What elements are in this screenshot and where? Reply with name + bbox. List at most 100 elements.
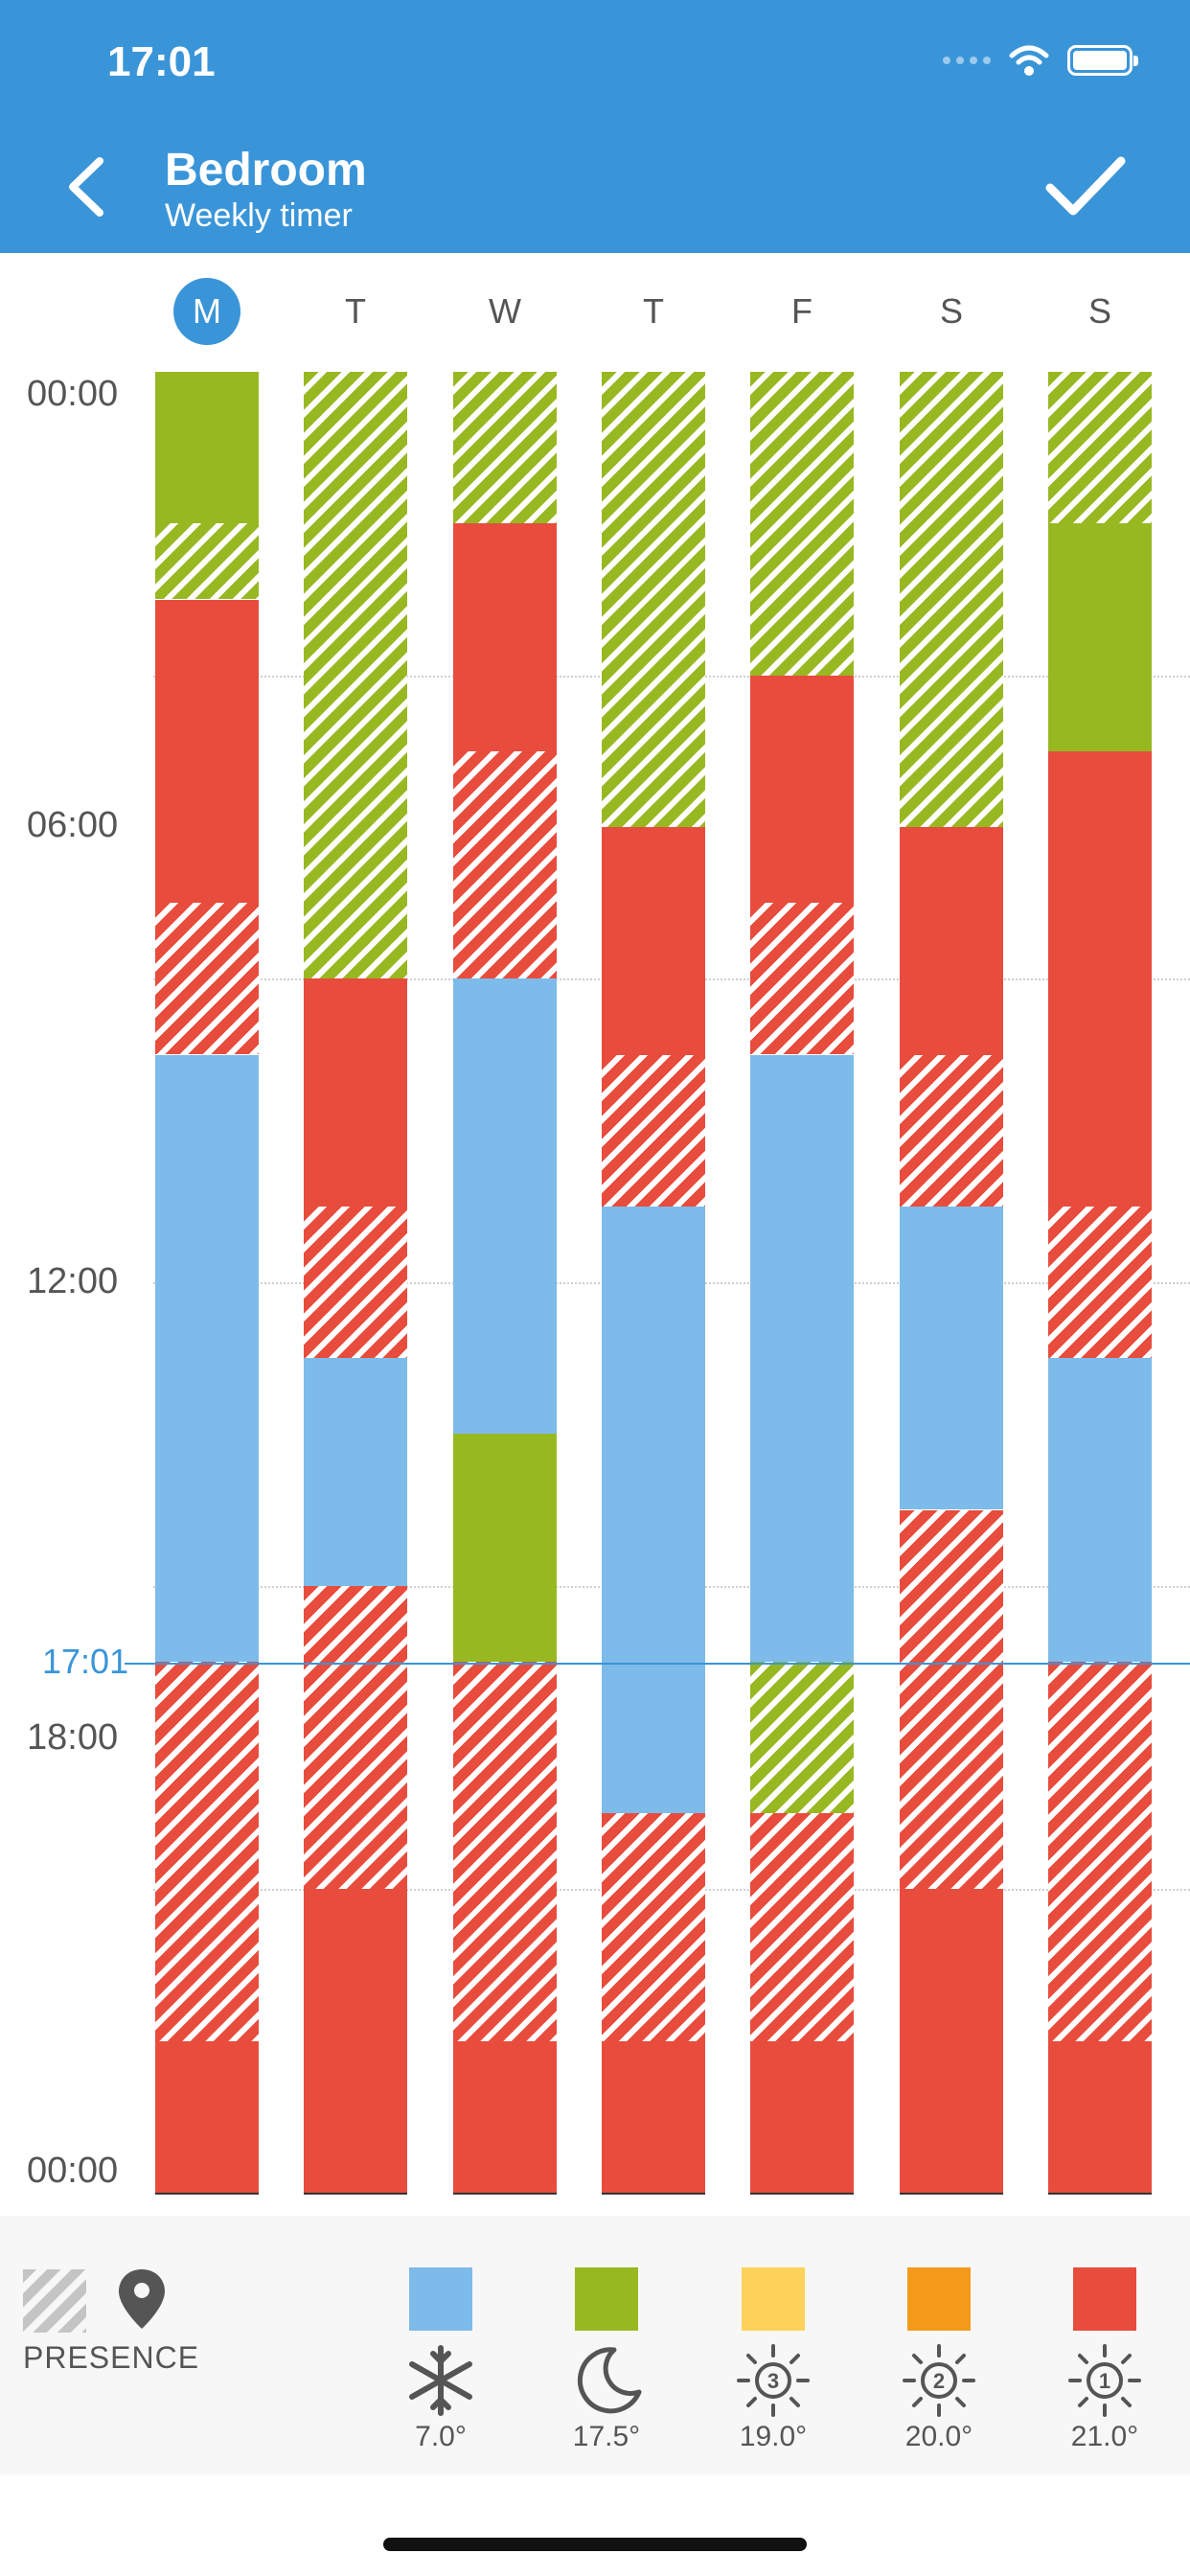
legend-night-temp: 17.5° [572,2421,641,2452]
schedule-segment-cold[interactable] [304,1358,407,1586]
signal-icon [943,57,991,64]
legend-comfort2-temp: 20.0° [904,2421,973,2452]
schedule-segment-comfort1-presence[interactable] [602,1054,705,1207]
time-label-0600: 06:00 [27,805,119,845]
legend-cold-swatch [409,2267,472,2331]
svg-text:1: 1 [1099,2369,1110,2393]
schedule-segment-comfort1-presence[interactable] [602,1813,705,2041]
schedule-segment-night[interactable] [1048,523,1152,751]
schedule-segment-night-presence[interactable] [304,372,407,979]
schedule-segment-comfort1[interactable] [602,2040,705,2193]
schedule-segment-comfort1[interactable] [750,675,854,904]
schedule-segment-comfort1-presence[interactable] [155,1661,259,2041]
schedule-segment-cold[interactable] [750,1054,854,1662]
schedule-segment-cold[interactable] [1048,1358,1152,1662]
home-indicator [383,2538,807,2551]
schedule-segment-comfort1-presence[interactable] [155,903,259,1055]
legend-comfort2[interactable]: 2 20.0° [886,2267,992,2453]
day-headers: M T W T F S S [0,278,1190,345]
legend-bar: PRESENCE 7.0° 17.5° [0,2216,1190,2474]
schedule-segment-comfort1[interactable] [900,827,1003,1055]
schedule-segment-comfort1[interactable] [304,1889,407,2193]
schedule-segment-cold[interactable] [155,1054,259,1662]
sun-2-icon: 2 [903,2344,975,2417]
moon-icon [577,2347,642,2414]
day-tab-sunday[interactable]: S [1087,291,1111,331]
schedule-segment-cold[interactable] [602,1206,705,1814]
legend-night-swatch [575,2267,638,2331]
day-tab-friday[interactable]: F [791,291,812,331]
schedule-segment-comfort1-presence[interactable] [304,1585,407,1890]
page-title: Bedroom [165,145,367,196]
time-label-1200: 12:00 [27,1261,119,1301]
schedule-segment-comfort1-presence[interactable] [900,1054,1003,1207]
location-pin-icon [119,2269,165,2329]
schedule-segment-comfort1-presence[interactable] [304,1206,407,1359]
schedule-segment-comfort1-presence[interactable] [453,1661,557,2041]
day-tab-thursday[interactable]: T [643,291,664,331]
time-label-1800: 18:00 [27,1717,119,1758]
sun-1-icon: 1 [1068,2344,1141,2417]
wifi-icon [1009,45,1049,76]
schedule-segment-night-presence[interactable] [602,372,705,827]
day-tab-saturday[interactable]: S [939,291,963,331]
schedule-column-monday[interactable] [155,372,259,2195]
status-time: 17:01 [107,38,216,85]
schedule-segment-comfort1[interactable] [750,2040,854,2193]
schedule-segment-comfort1[interactable] [155,599,259,904]
schedule-segment-comfort1[interactable] [1048,2040,1152,2193]
schedule-column-wednesday[interactable] [453,372,557,2195]
schedule-segment-night[interactable] [155,372,259,524]
schedule-column-friday[interactable] [750,372,854,2195]
legend-night[interactable]: 17.5° [554,2267,659,2453]
save-check-button[interactable] [1042,153,1129,220]
schedule-segment-night-presence[interactable] [750,372,854,676]
schedule-segment-night-presence[interactable] [750,1661,854,1814]
schedule-segment-cold[interactable] [453,978,557,1435]
schedule-segment-comfort1-presence[interactable] [750,903,854,1055]
current-time-line [125,1663,1190,1666]
column-baseline [750,2193,854,2195]
legend-comfort3-swatch [742,2267,805,2331]
presence-hatch-swatch [23,2269,86,2333]
schedule-segment-night-presence[interactable] [900,372,1003,827]
svg-text:2: 2 [933,2369,945,2393]
schedule-segment-night-presence[interactable] [453,372,557,524]
schedule-segment-comfort1[interactable] [453,523,557,751]
schedule-segment-night-presence[interactable] [155,523,259,600]
schedule-segment-comfort1[interactable] [602,827,705,1055]
schedule-segment-comfort1[interactable] [155,2040,259,2193]
schedule-column-thursday[interactable] [602,372,705,2195]
day-tab-tuesday[interactable]: T [345,291,366,331]
legend-comfort3[interactable]: 3 19.0° [721,2267,826,2453]
day-tab-wednesday[interactable]: W [489,291,521,331]
day-tab-monday[interactable]: M [173,278,240,345]
schedule-segment-comfort1-presence[interactable] [453,750,557,979]
legend-cold[interactable]: 7.0° [388,2267,493,2453]
schedule-column-tuesday[interactable] [304,372,407,2195]
schedule-column-saturday[interactable] [900,372,1003,2195]
page-subtitle: Weekly timer [165,197,353,234]
schedule-segment-cold[interactable] [900,1206,1003,1510]
presence-label: PRESENCE [23,2340,200,2375]
column-baseline [900,2193,1003,2195]
legend-cold-temp: 7.0° [415,2421,467,2452]
schedule-segment-comfort1-presence[interactable] [900,1509,1003,1890]
legend-comfort2-swatch [907,2267,971,2331]
schedule-segment-comfort1[interactable] [900,1889,1003,2193]
legend-comfort1[interactable]: 1 21.0° [1052,2267,1157,2453]
column-baseline [304,2193,407,2195]
legend-comfort1-temp: 21.0° [1070,2421,1139,2452]
schedule-segment-comfort1-presence[interactable] [1048,1206,1152,1359]
schedule-segment-comfort1-presence[interactable] [750,1813,854,2041]
back-button[interactable] [57,153,115,220]
schedule-segment-comfort1-presence[interactable] [1048,1661,1152,2041]
schedule-segment-comfort1[interactable] [1048,750,1152,1207]
column-baseline [1048,2193,1152,2195]
schedule-segment-night[interactable] [453,1434,557,1662]
schedule-segment-comfort1[interactable] [453,2040,557,2193]
schedule-column-sunday[interactable] [1048,372,1152,2195]
schedule-segment-night-presence[interactable] [1048,372,1152,524]
schedule-segment-comfort1[interactable] [304,978,407,1207]
time-label-2400: 00:00 [27,2150,119,2191]
